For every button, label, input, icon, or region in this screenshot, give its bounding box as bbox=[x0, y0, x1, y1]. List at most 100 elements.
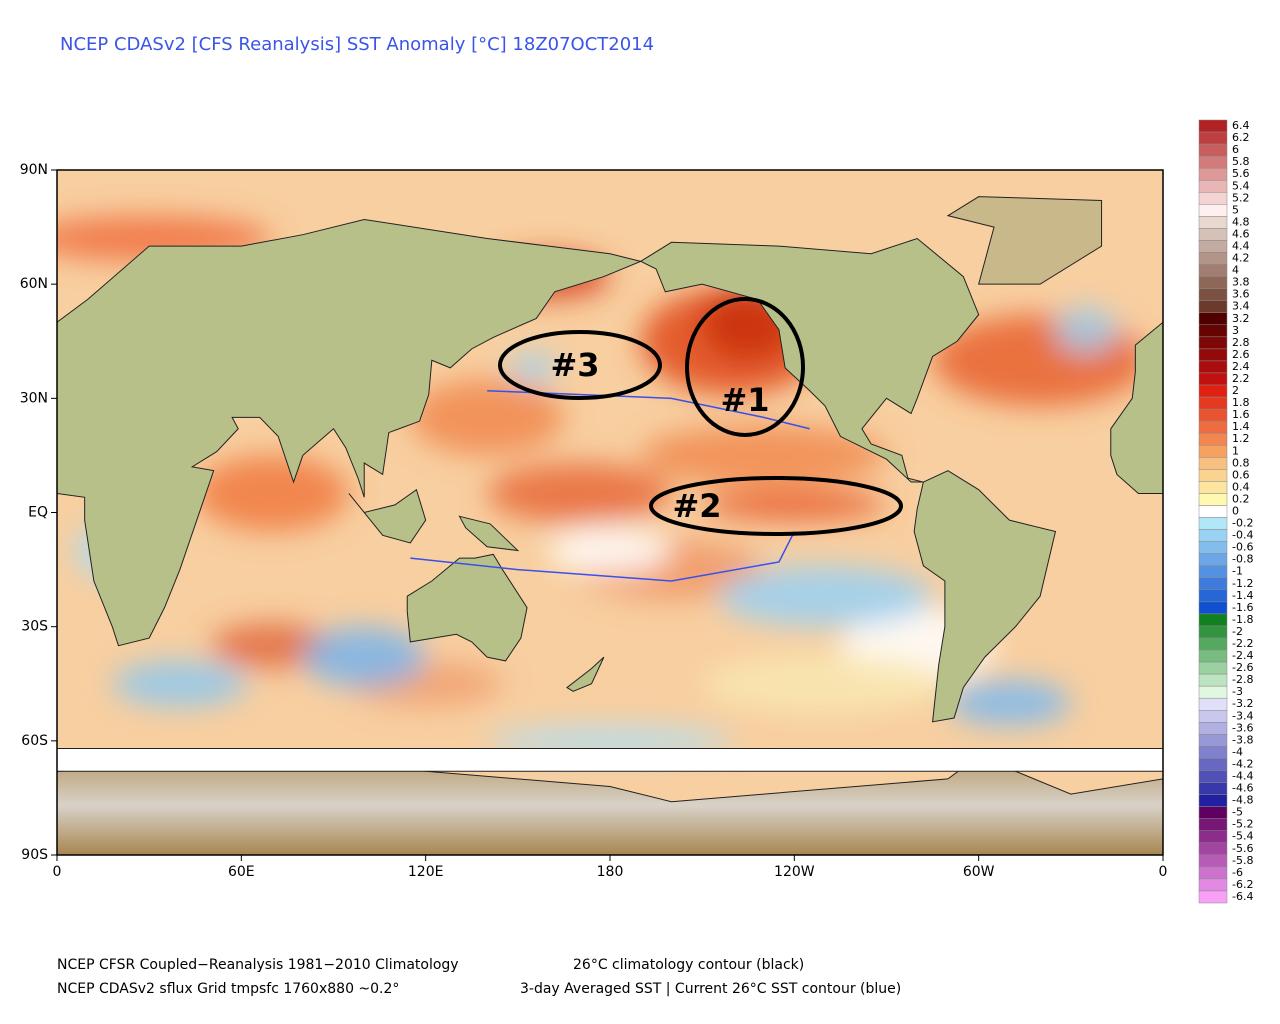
colorbar-swatch bbox=[1198, 131, 1228, 145]
colorbar-swatch bbox=[1198, 240, 1228, 253]
sea-ice bbox=[57, 747, 1163, 772]
colorbar-label: -5 bbox=[1232, 806, 1243, 819]
colorbar-swatch bbox=[1198, 818, 1228, 831]
new-zealand bbox=[566, 656, 605, 692]
colorbar-swatch bbox=[1198, 529, 1228, 542]
colorbar-label: -4.2 bbox=[1232, 757, 1253, 770]
annotation: #3 bbox=[550, 346, 599, 384]
colorbar-swatch bbox=[1198, 758, 1228, 771]
x-tick-label: 60E bbox=[228, 864, 255, 880]
colorbar-label: 3.2 bbox=[1232, 312, 1250, 325]
colorbar-swatch bbox=[1198, 167, 1228, 181]
colorbar-label: -3.8 bbox=[1232, 733, 1253, 746]
colorbar-label: 0.4 bbox=[1232, 480, 1250, 493]
colorbar-swatch bbox=[1198, 192, 1228, 205]
colorbar-swatch bbox=[1198, 661, 1228, 675]
colorbar-swatch bbox=[1198, 577, 1228, 591]
colorbar-swatch bbox=[1198, 854, 1228, 868]
anomaly-patch bbox=[640, 425, 887, 486]
y-tick-label: 90N bbox=[20, 162, 48, 178]
colorbar-label: -6 bbox=[1232, 866, 1243, 879]
colorbar-swatch bbox=[1198, 408, 1228, 422]
colorbar-swatch bbox=[1198, 517, 1228, 530]
colorbar-label: -5.2 bbox=[1232, 818, 1253, 831]
colorbar-swatch bbox=[1198, 589, 1228, 603]
colorbar-label: -0.4 bbox=[1232, 529, 1253, 542]
colorbar-swatch bbox=[1198, 119, 1228, 133]
west-africa-europe bbox=[1110, 321, 1163, 494]
colorbar-swatch bbox=[1198, 324, 1228, 338]
colorbar-label: 4.6 bbox=[1232, 227, 1250, 240]
colorbar-swatch bbox=[1198, 613, 1228, 627]
colorbar-swatch bbox=[1198, 420, 1228, 434]
colorbar-swatch bbox=[1198, 469, 1228, 482]
colorbar-label: 5 bbox=[1232, 203, 1239, 216]
colorbar-swatch bbox=[1198, 842, 1228, 856]
colorbar-swatch bbox=[1198, 565, 1228, 579]
annotation-ellipses bbox=[498, 297, 903, 536]
colorbar-swatch bbox=[1198, 204, 1228, 217]
colorbar-label: -5.6 bbox=[1232, 842, 1253, 855]
colorbar-swatch bbox=[1198, 770, 1228, 783]
colorbar-label: 5.6 bbox=[1232, 167, 1250, 180]
footer-text: NCEP CDASv2 sflux Grid tmpsfc 1760x880 ~… bbox=[57, 981, 399, 997]
colorbar-label: -1 bbox=[1232, 565, 1243, 578]
colorbar-swatch bbox=[1198, 734, 1228, 747]
footer-text: 26°C climatology contour (black) bbox=[573, 957, 804, 973]
colorbar-swatch bbox=[1198, 336, 1228, 350]
colorbar-label: -2.2 bbox=[1232, 637, 1253, 650]
colorbar-swatch bbox=[1198, 216, 1228, 229]
colorbar-swatch bbox=[1198, 372, 1228, 386]
colorbar-label: -4 bbox=[1232, 745, 1243, 758]
annotation: #1 bbox=[720, 381, 769, 419]
colorbar-swatch bbox=[1198, 155, 1228, 169]
colorbar-label: -1.6 bbox=[1232, 601, 1253, 614]
colorbar-label: -3.4 bbox=[1232, 709, 1253, 722]
colorbar-swatch bbox=[1198, 276, 1228, 289]
anomaly-patch bbox=[487, 463, 672, 524]
colorbar-swatch bbox=[1198, 637, 1228, 651]
colorbar-label: -2 bbox=[1232, 625, 1243, 638]
colorbar-swatch bbox=[1198, 830, 1228, 844]
indonesia bbox=[348, 488, 427, 544]
colorbar-label: 1.4 bbox=[1232, 420, 1250, 433]
colorbar-label: -2.6 bbox=[1232, 661, 1253, 674]
australia bbox=[406, 553, 528, 662]
colorbar-swatch bbox=[1198, 384, 1228, 398]
colorbar-swatch bbox=[1198, 288, 1228, 301]
colorbar-swatch bbox=[1198, 444, 1228, 458]
anomaly-patch bbox=[195, 455, 349, 532]
colorbar-label: 6.2 bbox=[1232, 131, 1250, 144]
colorbar-label: -6.4 bbox=[1232, 890, 1253, 903]
colorbar-swatch bbox=[1198, 481, 1228, 494]
colorbar-label: -3 bbox=[1232, 685, 1243, 698]
colorbar-label: 5.2 bbox=[1232, 191, 1250, 204]
greenland bbox=[946, 196, 1103, 285]
colorbar-label: 4.8 bbox=[1232, 215, 1250, 228]
y-tick-label: EQ bbox=[28, 505, 48, 521]
colorbar-label: 3 bbox=[1232, 324, 1239, 337]
colorbar-swatch bbox=[1198, 457, 1228, 470]
footer-text: NCEP CFSR Coupled−Reanalysis 1981−2010 C… bbox=[57, 957, 459, 973]
land bbox=[57, 196, 1163, 855]
y-tick-label: 30S bbox=[21, 619, 48, 635]
anomaly-patch bbox=[717, 565, 933, 627]
y-tick-label: 90S bbox=[21, 847, 48, 863]
colorbar-label: 4 bbox=[1232, 264, 1239, 277]
colorbar-label: 0.2 bbox=[1232, 492, 1250, 505]
map-area bbox=[57, 170, 1163, 855]
colorbar-swatch bbox=[1198, 300, 1228, 313]
colorbar-label: 3.6 bbox=[1232, 288, 1250, 301]
x-tick-label: 0 bbox=[1159, 864, 1168, 880]
anomaly-patch bbox=[548, 527, 672, 574]
colorbar-swatch bbox=[1198, 649, 1228, 663]
colorbar-label: 6 bbox=[1232, 143, 1239, 156]
title: NCEP CDASv2 [CFS Reanalysis] SST Anomaly… bbox=[60, 34, 654, 55]
colorbar-label: -4.4 bbox=[1232, 770, 1253, 783]
anomaly-patch bbox=[702, 489, 887, 521]
contour-26c bbox=[487, 389, 810, 430]
colorbar-swatch bbox=[1198, 601, 1228, 615]
anomaly-patch bbox=[210, 622, 334, 669]
colorbar-label: 2.2 bbox=[1232, 372, 1250, 385]
colorbar-swatch bbox=[1198, 794, 1228, 807]
